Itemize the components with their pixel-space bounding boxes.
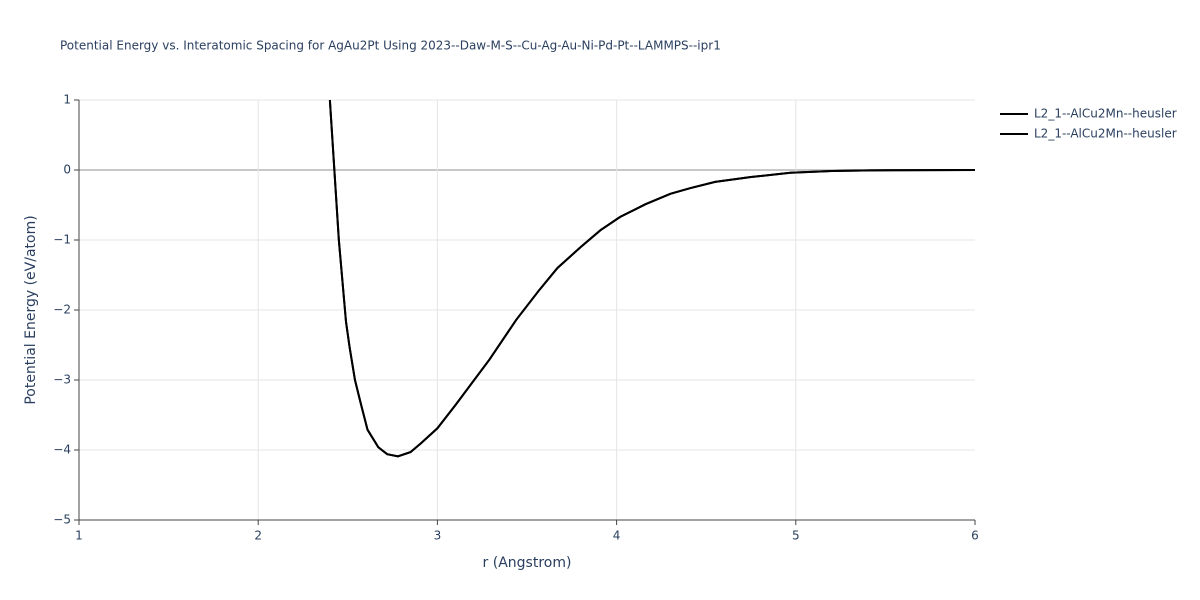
x-tick-label: 4	[613, 529, 621, 543]
x-tick-label: 5	[792, 529, 800, 543]
series-line	[328, 100, 975, 458]
y-tick-label: 0	[63, 163, 71, 177]
series-line	[328, 100, 975, 458]
x-axis-label: r (Angstrom)	[483, 555, 572, 571]
y-tick-label: −4	[53, 443, 71, 457]
chart-title: Potential Energy vs. Interatomic Spacing…	[60, 39, 721, 53]
y-axis-label: Potential Energy (eV/atom)	[23, 215, 39, 404]
y-tick-label: −3	[53, 373, 71, 387]
x-tick-label: 1	[75, 529, 83, 543]
y-tick-label: −2	[53, 303, 71, 317]
legend-label: L2_1--AlCu2Mn--heusler	[1034, 127, 1177, 141]
y-tick-label: −5	[53, 513, 71, 527]
y-tick-label: 1	[63, 93, 71, 107]
x-tick-label: 3	[434, 529, 442, 543]
x-tick-label: 2	[254, 529, 262, 543]
y-tick-label: −1	[53, 233, 71, 247]
x-tick-label: 6	[971, 529, 979, 543]
legend-label: L2_1--AlCu2Mn--heusler	[1034, 107, 1177, 121]
